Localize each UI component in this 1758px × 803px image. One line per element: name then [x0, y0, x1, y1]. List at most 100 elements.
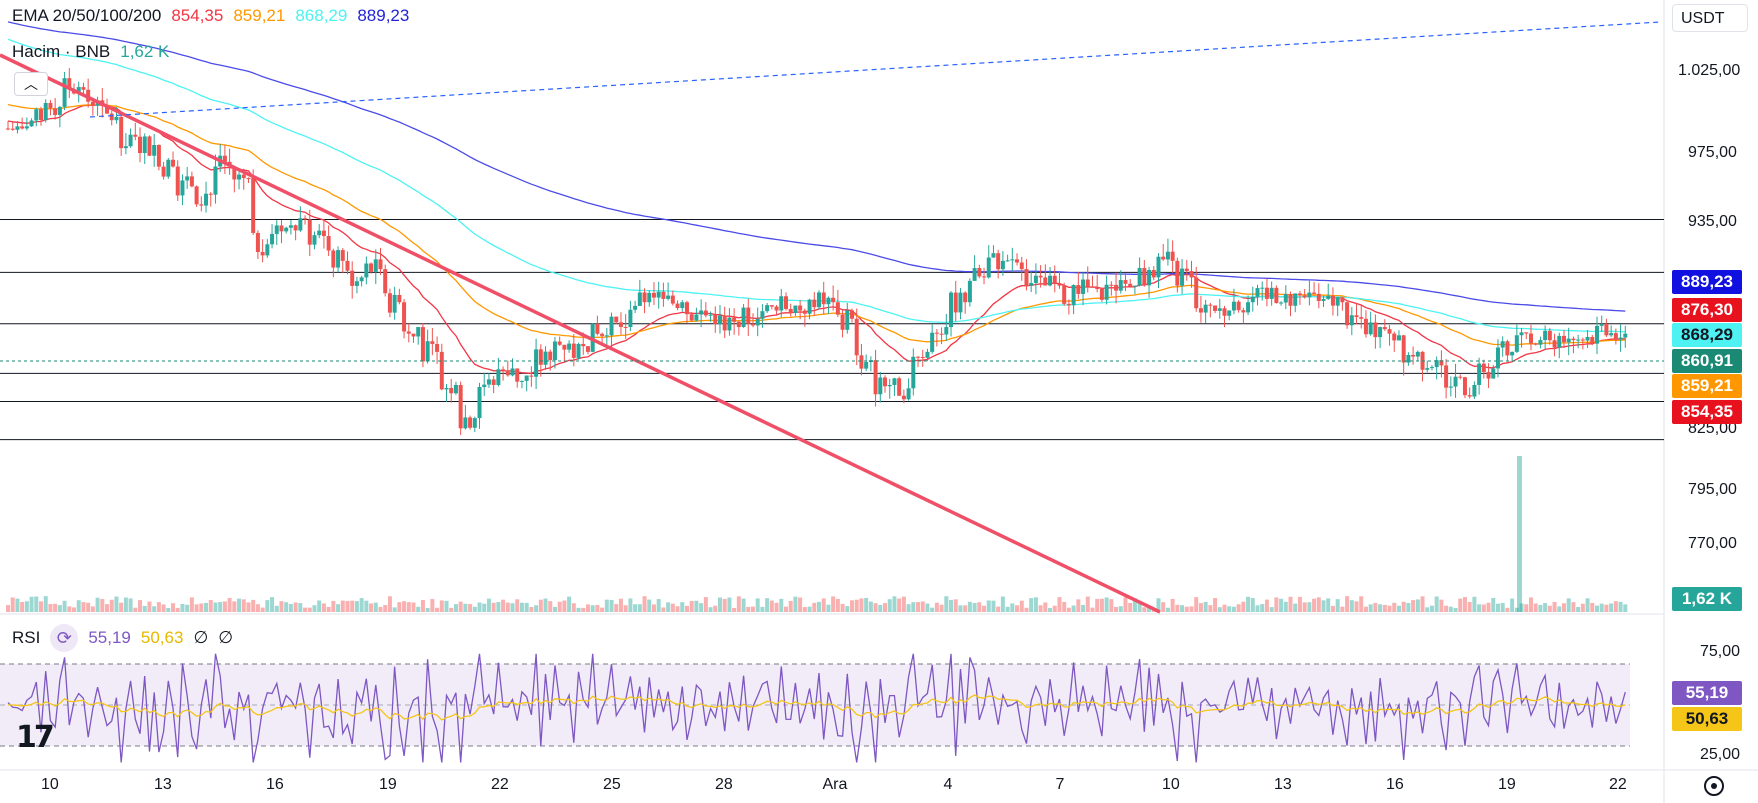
- volume-bar: [779, 598, 784, 612]
- candle-body: [1533, 343, 1538, 345]
- volume-bar: [925, 603, 930, 612]
- candle-body: [161, 166, 166, 177]
- candle-body: [1246, 302, 1251, 313]
- refresh-icon[interactable]: ⟳: [50, 624, 79, 652]
- volume-bar: [1085, 596, 1090, 612]
- volume-bar: [142, 605, 147, 612]
- candle-body: [331, 250, 336, 268]
- volume-bar: [293, 602, 298, 612]
- level-price-tag: 876,30: [1672, 298, 1742, 322]
- volume-bar: [1203, 601, 1208, 612]
- candle-body: [666, 295, 671, 299]
- candle-body: [1363, 318, 1368, 335]
- volume-bar: [1458, 598, 1463, 612]
- volume-bar: [180, 603, 185, 612]
- volume-bar: [491, 602, 496, 612]
- volume-bar: [1175, 604, 1180, 612]
- candle-body: [1048, 275, 1053, 286]
- candle-body: [623, 326, 628, 328]
- volume-bar: [505, 602, 510, 612]
- candle-body: [1302, 295, 1307, 298]
- candle-body: [1528, 333, 1533, 344]
- candle-body: [802, 310, 807, 314]
- volume-bar: [260, 607, 265, 612]
- candle-body: [1585, 336, 1590, 341]
- volume-bar: [369, 603, 374, 612]
- ascending-dashed-line[interactable]: [89, 21, 1661, 118]
- candle-body: [1118, 280, 1123, 291]
- candle-body: [317, 230, 322, 236]
- candle-body: [567, 343, 572, 350]
- candle-body: [1264, 287, 1269, 299]
- candle-body: [119, 116, 124, 149]
- candle-body: [717, 315, 722, 325]
- volume-bar: [232, 601, 237, 612]
- volume-bar: [1147, 606, 1152, 612]
- volume-bar: [1561, 603, 1566, 612]
- candle-body: [1194, 277, 1199, 309]
- candle-body: [463, 417, 468, 429]
- candle-body: [1510, 351, 1515, 356]
- volume-bar: [604, 599, 609, 612]
- candle-body: [458, 384, 463, 429]
- volume-bar: [1477, 604, 1482, 612]
- volume-bar: [590, 605, 595, 612]
- volume-bar: [72, 607, 77, 612]
- candle-body: [1312, 292, 1317, 294]
- volume-bar: [1510, 598, 1515, 612]
- volume-bar: [1076, 599, 1081, 612]
- candle-body: [835, 302, 840, 315]
- volume-bar: [1222, 604, 1227, 612]
- descending-trendline[interactable]: [0, 53, 1161, 614]
- candle-body: [1345, 302, 1350, 326]
- candle-body: [444, 387, 449, 390]
- candle-body: [378, 259, 383, 270]
- price-axis-label: 935,00: [1688, 213, 1737, 230]
- volume-bar: [1312, 598, 1317, 612]
- candle-body: [1500, 341, 1505, 348]
- volume-bar: [1269, 607, 1274, 612]
- volume-bar: [359, 598, 364, 612]
- collapse-legend-button[interactable]: ︿: [14, 72, 48, 96]
- volume-bar: [750, 606, 755, 612]
- volume-bar: [1118, 606, 1123, 612]
- volume-bar: [1057, 597, 1062, 612]
- candle-body: [680, 302, 685, 309]
- volume-bar: [1170, 598, 1175, 612]
- volume-bar: [1264, 599, 1269, 612]
- rsi-empty-value-2: ∅: [218, 628, 234, 647]
- currency-selector[interactable]: USDT: [1672, 4, 1748, 32]
- volume-bar: [807, 606, 812, 612]
- candle-body: [468, 417, 473, 428]
- candle-body: [845, 310, 850, 330]
- volume-bar: [1274, 597, 1279, 612]
- candle-body: [1066, 303, 1071, 306]
- volume-bar: [892, 596, 897, 612]
- candle-body: [1142, 267, 1147, 286]
- candle-body: [1010, 259, 1015, 261]
- volume-bar: [873, 603, 878, 612]
- volume-bar: [1156, 598, 1161, 612]
- candle-body: [543, 351, 548, 365]
- volume-bar: [10, 597, 15, 612]
- volume-bar: [1246, 596, 1251, 612]
- candle-body: [270, 233, 275, 245]
- candle-body: [1274, 287, 1279, 303]
- settings-icon[interactable]: [1704, 776, 1724, 796]
- volume-bar: [1052, 605, 1057, 612]
- candle-body: [892, 378, 897, 385]
- volume-bar: [1340, 606, 1345, 612]
- candle-body: [1444, 365, 1449, 388]
- candle-body: [241, 174, 246, 179]
- volume-bar: [227, 598, 232, 612]
- candle-body: [1241, 310, 1246, 313]
- volume-bar: [996, 606, 1001, 612]
- candle-body: [982, 276, 987, 278]
- candle-body: [1033, 275, 1038, 283]
- volume-bar: [1066, 607, 1071, 612]
- volume-bar: [1538, 604, 1543, 612]
- volume-bar: [524, 602, 529, 612]
- volume-bar: [595, 604, 600, 612]
- price-axis-label: 770,00: [1688, 535, 1737, 552]
